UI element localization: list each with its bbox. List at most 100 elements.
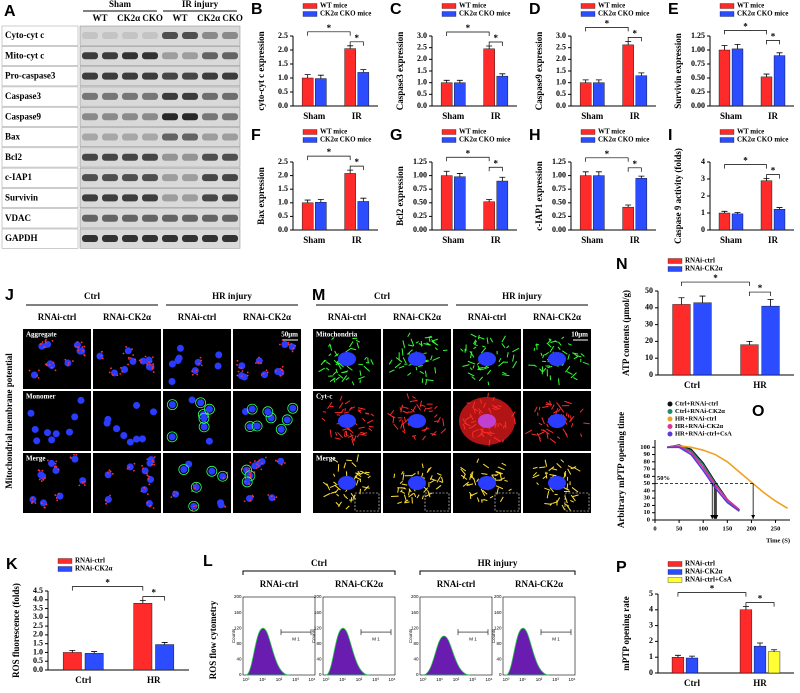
nucleus [52, 466, 60, 474]
nucleus [478, 414, 496, 428]
blot-row-label: Bcl2 [5, 152, 22, 162]
mitochondrion [426, 466, 432, 473]
mitochondrion [542, 354, 545, 359]
x-tick-label: 10⁰ [323, 677, 330, 682]
y-tick-label: 2.5 [417, 42, 427, 51]
mitochondrion [343, 370, 349, 373]
mitochondrion [546, 423, 549, 428]
y-tick-label: 20 [645, 336, 653, 345]
bar [635, 75, 648, 107]
x-tick-label: Sham [720, 235, 743, 245]
mitochondrion [343, 411, 350, 414]
blot-band [122, 194, 138, 202]
y-tick-label: 50 [644, 480, 651, 487]
error-bar [763, 73, 770, 77]
significance-mark: * [713, 273, 718, 283]
y-tick-label: 200 [314, 594, 322, 599]
blot-band [222, 194, 238, 202]
aggregate-dot [246, 374, 249, 377]
mitochondrion [329, 377, 336, 383]
mitochondrion [553, 411, 557, 414]
aggregate-dot [249, 475, 252, 478]
mitochondrion [477, 367, 484, 369]
error-bar [443, 170, 450, 176]
aggregate-dot [50, 366, 53, 369]
significance-bracket [488, 41, 503, 47]
bar [301, 202, 314, 231]
blot-band [222, 214, 238, 222]
mitochondrion [351, 381, 355, 386]
y-tick-label: 0.5 [278, 87, 288, 96]
mitochondrion [473, 477, 477, 486]
group-label: Ctrl [374, 291, 390, 301]
legend-swatch [441, 129, 457, 135]
mitochondrion [479, 399, 483, 404]
x-tick-label: 10⁴ [389, 677, 396, 682]
blot-band [82, 92, 98, 100]
mitochondrion [567, 465, 574, 470]
mitochondrion [504, 479, 508, 482]
mitochondrion [473, 339, 477, 345]
y-axis-label: Counts [311, 628, 316, 643]
mitochondrion [434, 347, 438, 351]
x-tick-label: Sham [442, 111, 465, 121]
mitochondrion [323, 493, 331, 498]
aggregate-dot [44, 340, 47, 342]
y-axis-label: Counts [231, 628, 236, 643]
histogram [325, 627, 370, 676]
mitochondrion [573, 377, 578, 381]
blot-row [79, 188, 241, 208]
column-label: RNAi-ctrl [260, 579, 299, 589]
blot-band [142, 32, 158, 39]
column-label: RNAi-CK2α [243, 312, 291, 322]
aggregate-dot [144, 355, 147, 358]
y-tick-label: 90 [644, 451, 651, 458]
mitochondrion [557, 378, 560, 386]
bar [579, 175, 592, 231]
aggregate-dot [71, 360, 74, 362]
mitochondrion [546, 490, 550, 499]
blot-row-frame [1, 86, 79, 107]
blot-band [82, 72, 98, 80]
mitochondrion [570, 423, 574, 428]
aggregate-dot [146, 474, 149, 477]
aggregate-dot [280, 463, 283, 466]
mitochondrion [407, 344, 414, 347]
blot-band [142, 153, 158, 161]
mitochondrion [393, 423, 399, 430]
legend-swatch [719, 129, 735, 135]
aggregate-dot [81, 346, 84, 348]
aggregate-dot [194, 487, 196, 489]
mitochondrion [408, 492, 415, 498]
mitochondrion [471, 432, 474, 438]
aggregate-dot [151, 463, 153, 466]
mitochondrion [555, 408, 559, 416]
mitochondrion [408, 488, 412, 493]
mitochondrion [501, 335, 506, 343]
aggregate-dot [140, 490, 143, 493]
mitochondrion [357, 409, 362, 414]
blot-band [82, 174, 98, 182]
bar [357, 72, 370, 107]
y-axis-label: Bax expression [256, 167, 266, 225]
x-tick-label: IR [768, 111, 779, 121]
mitochondrion [415, 341, 419, 344]
blot-band [182, 133, 198, 141]
mitochondrion [563, 503, 570, 507]
aggregate-dot [37, 469, 40, 472]
blot-band [142, 194, 158, 202]
mitochondrion [434, 405, 438, 410]
monomer-ring [190, 481, 202, 493]
aggregate-dot [284, 462, 286, 464]
mitochondrion [536, 482, 539, 486]
nucleus [208, 467, 216, 475]
mitochondrion [540, 429, 546, 432]
error-bar [456, 173, 463, 177]
mitochondrion [356, 342, 360, 349]
legend-label: CK2α CKO mice [737, 10, 788, 18]
y-tick-label: 120 [411, 625, 419, 630]
blot-row-label: Mito-cyt c [5, 50, 44, 60]
x-tick-label: Sham [442, 235, 465, 245]
monomer-ring [204, 403, 215, 415]
blot-row-frame [1, 208, 79, 229]
